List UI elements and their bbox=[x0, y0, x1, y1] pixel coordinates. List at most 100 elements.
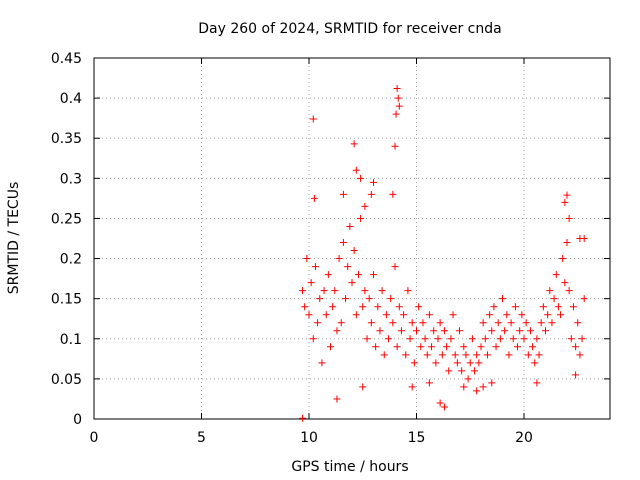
data-point bbox=[327, 343, 334, 351]
data-point bbox=[580, 295, 588, 303]
data-point bbox=[520, 335, 528, 343]
data-point bbox=[408, 383, 416, 391]
data-point bbox=[486, 311, 494, 319]
data-point bbox=[419, 319, 427, 327]
y-tick-label: 0.35 bbox=[51, 131, 82, 147]
data-point bbox=[417, 343, 425, 351]
x-tick-label: 15 bbox=[408, 430, 426, 446]
data-point bbox=[359, 383, 367, 391]
data-point bbox=[567, 335, 575, 343]
data-point bbox=[316, 295, 324, 303]
data-point bbox=[449, 311, 457, 319]
data-point bbox=[481, 335, 489, 343]
data-point bbox=[453, 359, 461, 367]
data-point bbox=[572, 343, 580, 351]
data-point bbox=[376, 327, 384, 335]
data-point bbox=[402, 351, 410, 359]
data-point bbox=[572, 371, 580, 379]
data-point bbox=[576, 351, 584, 359]
data-point bbox=[516, 327, 524, 335]
data-point bbox=[348, 279, 356, 287]
data-point bbox=[428, 343, 436, 351]
data-point bbox=[488, 327, 496, 335]
data-point bbox=[425, 311, 433, 319]
data-point bbox=[501, 327, 509, 335]
data-point bbox=[483, 351, 491, 359]
data-point bbox=[307, 279, 315, 287]
data-point bbox=[462, 351, 470, 359]
data-point bbox=[393, 343, 401, 351]
data-point bbox=[537, 319, 545, 327]
data-point bbox=[301, 303, 309, 311]
data-point bbox=[561, 279, 569, 287]
data-point bbox=[346, 222, 354, 230]
data-point bbox=[430, 327, 438, 335]
y-tick-label: 0.45 bbox=[51, 51, 82, 67]
data-point bbox=[471, 367, 479, 375]
data-point bbox=[468, 335, 476, 343]
data-point bbox=[490, 303, 498, 311]
data-point bbox=[357, 214, 365, 222]
data-point bbox=[494, 319, 502, 327]
data-point bbox=[331, 287, 339, 295]
data-point bbox=[380, 351, 388, 359]
data-point bbox=[352, 311, 360, 319]
data-point bbox=[503, 311, 511, 319]
data-point bbox=[554, 303, 562, 311]
data-point bbox=[559, 255, 567, 263]
data-point bbox=[299, 414, 307, 422]
data-point bbox=[546, 287, 554, 295]
data-point bbox=[529, 343, 537, 351]
x-tick-label: 10 bbox=[300, 430, 318, 446]
x-axis-label: GPS time / hours bbox=[291, 459, 408, 475]
data-point bbox=[466, 359, 474, 367]
data-point bbox=[344, 263, 352, 271]
plot-border bbox=[93, 57, 611, 420]
data-point bbox=[544, 311, 552, 319]
data-point bbox=[413, 327, 420, 335]
data-point bbox=[443, 343, 451, 351]
data-point bbox=[505, 351, 513, 359]
data-point bbox=[434, 335, 442, 343]
y-tick-label: 0.4 bbox=[60, 91, 82, 107]
data-point bbox=[415, 303, 423, 311]
data-point bbox=[352, 166, 360, 174]
axis-ticks: 0 5 10 15 20 0 0.05 0.1 0.15 0.2 0.25 0.3 0.35 0.4 0.4… bbox=[51, 51, 610, 446]
data-point bbox=[451, 351, 459, 359]
data-point bbox=[311, 263, 319, 271]
data-point bbox=[372, 343, 380, 351]
data-point bbox=[578, 335, 586, 343]
data-point bbox=[496, 335, 504, 343]
y-tick-label: 0.05 bbox=[51, 372, 82, 388]
data-point bbox=[378, 287, 386, 295]
data-point bbox=[511, 303, 519, 311]
data-point bbox=[447, 335, 455, 343]
data-point bbox=[561, 198, 569, 206]
grid-lines bbox=[94, 58, 610, 419]
data-point bbox=[389, 190, 397, 198]
data-point bbox=[329, 303, 337, 311]
data-point bbox=[303, 255, 311, 263]
data-point bbox=[552, 271, 560, 279]
data-point bbox=[438, 351, 446, 359]
data-point bbox=[365, 295, 373, 303]
data-point bbox=[507, 319, 515, 327]
data-point bbox=[367, 190, 375, 198]
data-point bbox=[370, 178, 377, 186]
data-point bbox=[436, 319, 444, 327]
data-point bbox=[337, 319, 345, 327]
data-point bbox=[391, 142, 399, 150]
data-point bbox=[361, 287, 369, 295]
data-point bbox=[382, 311, 390, 319]
data-point bbox=[357, 174, 365, 182]
data-point bbox=[324, 271, 332, 279]
data-point bbox=[385, 335, 393, 343]
data-point bbox=[436, 399, 444, 407]
x-tick-label: 0 bbox=[90, 430, 99, 446]
data-point bbox=[464, 375, 472, 383]
data-point bbox=[309, 115, 317, 123]
data-point bbox=[314, 319, 322, 327]
data-point bbox=[392, 110, 400, 118]
